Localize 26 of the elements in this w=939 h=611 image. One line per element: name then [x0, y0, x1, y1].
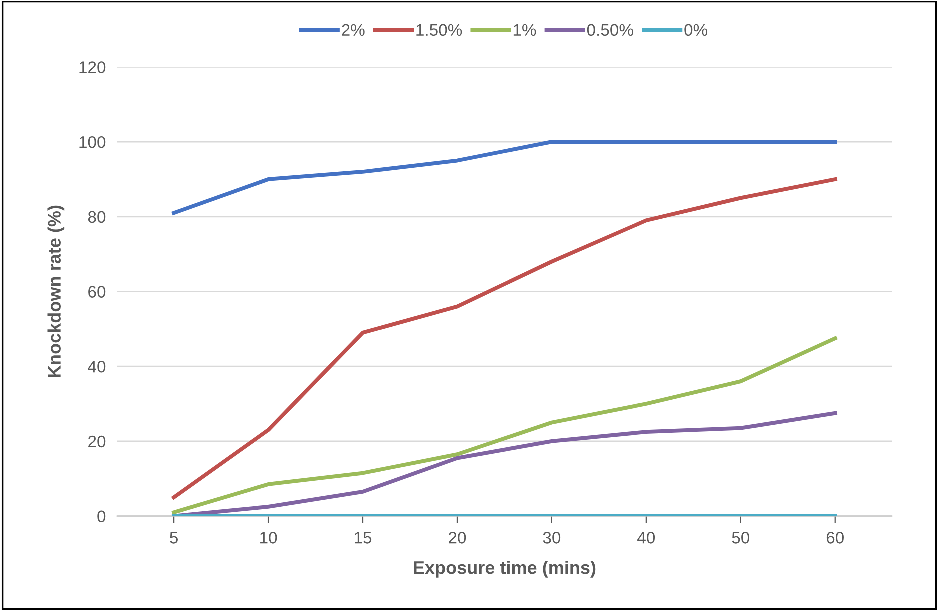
y-tick-label: 40 — [88, 361, 106, 373]
x-axis-title: Exposure time (mins) — [414, 561, 596, 578]
y-tick-label: 100 — [80, 136, 106, 148]
legend-label: 2% — [342, 24, 365, 36]
legend-label: 0% — [684, 24, 708, 36]
line-series — [172, 336, 838, 514]
legend-label: 1.50% — [416, 24, 462, 36]
y-tick-label: 20 — [88, 436, 106, 448]
x-tick-label: 10 — [260, 532, 278, 544]
x-tick-label: 30 — [543, 532, 561, 544]
y-tick-label: 60 — [88, 286, 106, 298]
y-tick-label: 80 — [88, 211, 106, 224]
legend-label: 0.50% — [587, 24, 634, 36]
x-tick-label: 40 — [638, 532, 656, 544]
y-axis-title: Knockdown rate (%) — [48, 206, 65, 378]
x-tick-label: 60 — [826, 532, 844, 544]
legend-label: 1% — [514, 24, 536, 36]
line-series — [172, 411, 838, 516]
x-tick-label: 5 — [170, 532, 178, 544]
x-tick-label: 15 — [355, 532, 372, 544]
y-tick-label: 0 — [98, 510, 106, 522]
x-tick-label: 50 — [732, 532, 750, 544]
y-tick-label: 120 — [80, 62, 106, 74]
line-series — [172, 140, 838, 216]
line-series — [172, 178, 838, 500]
x-tick-label: 20 — [449, 532, 466, 544]
